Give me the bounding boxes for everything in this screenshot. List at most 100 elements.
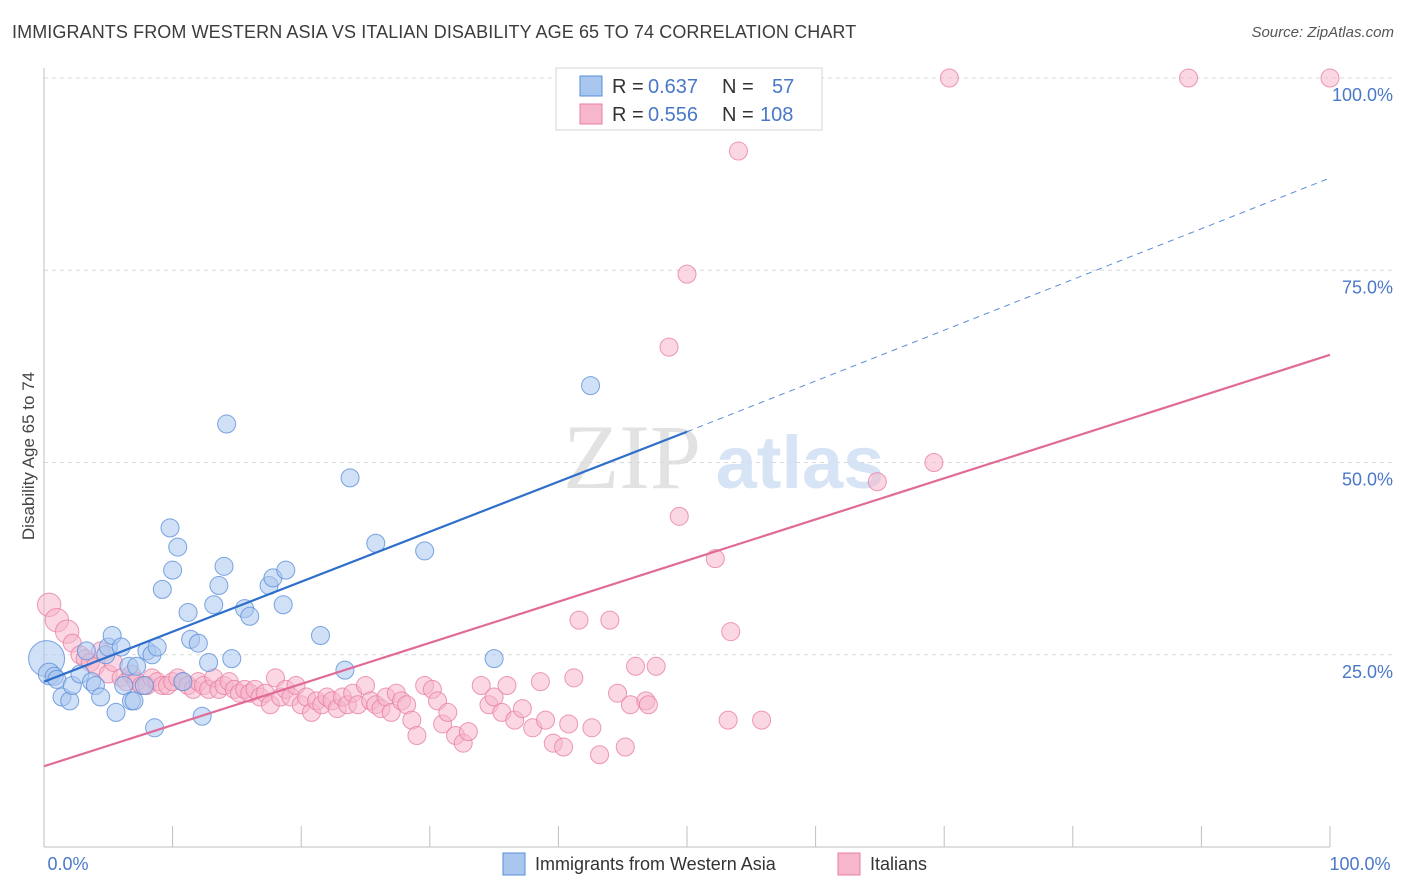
legend-label-italians: Italians [870, 854, 927, 874]
italians-point [497, 676, 517, 696]
x-tick-label-0: 0.0% [47, 854, 88, 874]
western-asia-point [188, 633, 208, 653]
stats-n-label-blue: N = [722, 76, 754, 98]
italians-point [536, 710, 556, 730]
x-tick-labels: 0.0% 100.0% [47, 854, 1390, 874]
western-asia-point [415, 541, 435, 561]
chart-title: IMMIGRANTS FROM WESTERN ASIA VS ITALIAN … [12, 22, 857, 42]
italians-point [530, 672, 550, 692]
italians-point [559, 714, 579, 734]
western-asia-point [276, 560, 296, 580]
western-asia-point [222, 649, 242, 669]
italians-point [407, 725, 427, 745]
italians-point [721, 622, 741, 642]
western-asia-point [152, 579, 172, 599]
italians-point [677, 264, 697, 284]
italians-point [582, 718, 602, 738]
western-asia-point [240, 606, 260, 626]
western-asia-point [91, 687, 111, 707]
stats-r-label-pink: R = [612, 104, 644, 126]
western-asia-point [173, 672, 193, 692]
italians-point [718, 710, 738, 730]
italians-point [1179, 68, 1199, 88]
grid-lines [44, 77, 1392, 656]
western-asia-point [209, 576, 229, 596]
italians-point [569, 610, 589, 630]
western-asia-point [199, 652, 219, 672]
italians-point [512, 699, 532, 719]
italians-point [867, 472, 887, 492]
stats-n-value-blue: 57 [772, 76, 794, 98]
stats-r-value-blue: 0.637 [648, 76, 698, 98]
y-tick-label-100: 100.0% [1332, 85, 1393, 105]
italians-point [705, 549, 725, 569]
italians-point [924, 453, 944, 472]
western-asia-point [340, 468, 360, 488]
western-asia-point [127, 656, 147, 676]
italians-point [626, 656, 646, 676]
x-axis-ticks [43, 826, 1331, 847]
stats-r-value-pink: 0.556 [648, 104, 698, 126]
stats-r-label-blue: R = [612, 76, 644, 98]
italians-point [600, 610, 620, 630]
western-asia-point [114, 676, 134, 696]
western-asia-point [204, 595, 224, 615]
italians-point [590, 745, 610, 765]
watermark-zip: ZIP [563, 406, 701, 508]
italians-point [669, 506, 689, 526]
y-tick-label-25: 25.0% [1342, 662, 1393, 682]
western-asia-point [217, 414, 237, 434]
watermark-atlas: atlas [716, 421, 885, 504]
legend-swatch-western-asia [502, 852, 526, 876]
western-asia-point [214, 556, 234, 576]
y-tick-labels: 25.0% 50.0% 75.0% 100.0% [1332, 85, 1393, 682]
stats-n-value-pink: 108 [760, 104, 793, 126]
italians-point [458, 722, 478, 742]
italians-trend-line [43, 353, 1331, 768]
western-asia-point [310, 626, 330, 646]
watermark: ZIP atlas [563, 406, 884, 508]
stats-legend: R = 0.637 N = 57 R = 0.556 N = 108 [555, 67, 823, 131]
italians-point [752, 710, 772, 730]
italians-point [615, 737, 635, 757]
italians-point [564, 668, 584, 688]
western-asia-point [484, 649, 504, 669]
italians-points [36, 68, 1340, 765]
italians-point [939, 68, 959, 88]
italians-point [471, 676, 491, 696]
stats-legend-swatch-pink [579, 103, 603, 125]
italians-point [484, 687, 504, 707]
italians-point [659, 337, 679, 357]
western-asia-point [124, 691, 144, 711]
x-tick-label-100: 100.0% [1329, 854, 1390, 874]
source-credit: Source: ZipAtlas.com [1251, 24, 1394, 41]
italians-point [638, 695, 658, 715]
western-asia-point [273, 595, 293, 615]
italians-point [608, 683, 628, 703]
y-tick-label-50: 50.0% [1342, 470, 1393, 490]
western-asia-point [134, 676, 154, 696]
western-asia-point [160, 518, 180, 538]
western-asia-point [76, 641, 96, 661]
series-legend: Immigrants from Western Asia Italians [502, 852, 927, 876]
stats-n-label-pink: N = [722, 104, 754, 126]
western-asia-trend-line [43, 430, 688, 683]
western-asia-trend-extension [686, 177, 1331, 433]
trend-lines [43, 177, 1331, 768]
legend-label-western-asia: Immigrants from Western Asia [535, 854, 777, 874]
western-asia-point [581, 376, 601, 396]
axes [43, 68, 1331, 848]
y-axis-label: Disability Age 65 to 74 [19, 372, 38, 540]
western-asia-point [106, 702, 126, 722]
legend-swatch-italians [837, 852, 861, 876]
italians-point [438, 702, 458, 722]
y-tick-label-75: 75.0% [1342, 277, 1393, 297]
italians-point [646, 656, 666, 676]
stats-legend-swatch-blue [579, 75, 603, 97]
western-asia-point [163, 560, 183, 580]
western-asia-point [178, 602, 198, 622]
western-asia-point [168, 537, 188, 557]
italians-point [554, 737, 574, 757]
italians-point [728, 141, 748, 161]
